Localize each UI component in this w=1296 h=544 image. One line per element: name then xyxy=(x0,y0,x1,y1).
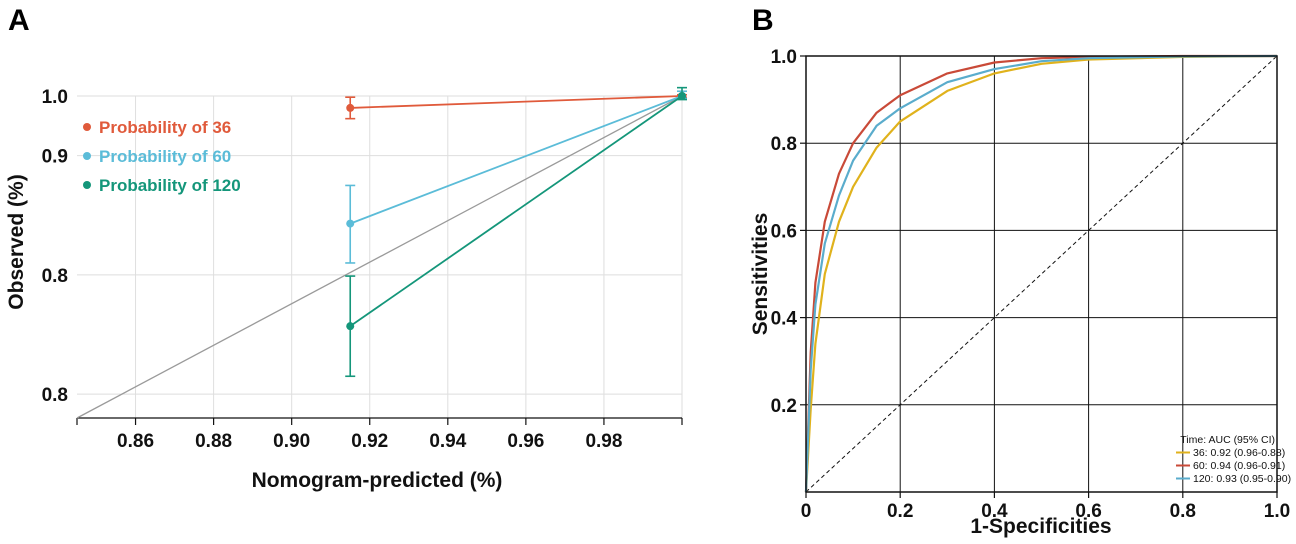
a-reference-line xyxy=(76,95,683,419)
b-x-axis-title: 1-Specificities xyxy=(970,515,1111,538)
a-series-1 xyxy=(345,90,687,264)
b-x-tick-label: 0.6 xyxy=(1075,501,1101,522)
b-x-tick-label: 0.8 xyxy=(1170,501,1196,522)
a-x-tick-label: 0.88 xyxy=(195,431,232,452)
a-grid xyxy=(77,95,683,418)
a-data-point xyxy=(678,92,686,100)
b-roc-curve-2 xyxy=(804,54,1278,493)
b-legend-label: 60: 0.94 (0.96-0.91) xyxy=(1193,460,1285,472)
b-diagonal-reference xyxy=(805,55,1278,493)
a-x-tick-label: 0.90 xyxy=(273,431,310,452)
a-data-point xyxy=(346,219,355,228)
a-x-axis-title: Nomogram-predicted (%) xyxy=(252,469,503,492)
b-series xyxy=(804,54,1278,493)
b-legend-title: Time: AUC (95% CI) xyxy=(1180,434,1275,446)
a-x-tick-label: 0.92 xyxy=(351,431,388,452)
b-x-ticks: 0 0.2 0.4 0.6 0.8 1.0 xyxy=(801,492,1290,522)
roc-plot: 0 0.2 0.4 0.6 0.8 1.0 0.2 0.4 0.6 0.8 1.0 Time: A… xyxy=(749,47,1291,538)
a-legend-marker xyxy=(83,123,91,131)
b-x-tick-label: 0.4 xyxy=(981,501,1008,522)
b-y-tick-label: 0.2 xyxy=(771,396,797,417)
a-series-2 xyxy=(345,86,687,378)
b-x-tick-label: 0 xyxy=(801,501,812,522)
a-data-point xyxy=(346,322,355,331)
b-y-tick-label: 0.4 xyxy=(771,309,798,330)
a-x-tick-label: 0.94 xyxy=(429,431,466,452)
b-legend-label: 120: 0.93 (0.95-0.90) xyxy=(1193,473,1291,485)
a-x-tick-label: 0.98 xyxy=(585,431,622,452)
a-legend-marker xyxy=(83,152,91,160)
b-y-tick-label: 0.6 xyxy=(771,221,797,242)
a-series-line xyxy=(350,95,683,109)
b-y-ticks: 0.2 0.4 0.6 0.8 1.0 xyxy=(771,47,806,417)
a-legend-marker xyxy=(83,181,91,189)
a-data-point xyxy=(346,103,355,112)
b-roc-curve-0 xyxy=(804,54,1278,493)
a-y-ticks: 0.8 0.8 0.9 1.0 xyxy=(42,87,68,406)
b-y-tick-label: 0.8 xyxy=(771,134,797,155)
b-roc-curve-1 xyxy=(804,54,1277,493)
b-legend-label: 36: 0.92 (0.96-0.88) xyxy=(1193,447,1285,459)
panel-label-a: A xyxy=(8,4,30,37)
b-plot-frame xyxy=(805,55,1278,493)
a-y-tick-label: 0.9 xyxy=(42,147,68,168)
a-x-tick-label: 0.96 xyxy=(507,431,544,452)
a-y-tick-label: 1.0 xyxy=(42,87,68,108)
b-x-tick-label: 1.0 xyxy=(1264,501,1290,522)
b-y-axis-title: Sensitivities xyxy=(749,213,772,336)
a-y-axis-title: Observed (%) xyxy=(5,174,28,309)
a-y-tick-label: 0.8 xyxy=(42,266,68,287)
b-legend: Time: AUC (95% CI)36: 0.92 (0.96-0.88)60… xyxy=(1176,434,1291,485)
b-grid xyxy=(805,55,1278,492)
a-series xyxy=(345,86,687,378)
a-x-ticks: 0.86 0.88 0.90 0.92 0.94 0.96 0.98 xyxy=(76,418,683,452)
a-series-line xyxy=(349,95,683,327)
calibration-plot: 0.86 0.88 0.90 0.92 0.94 0.96 0.98 0.8 0.8 0.9 1.… xyxy=(5,86,687,492)
a-series-line xyxy=(349,95,683,225)
a-legend-label: Probability of 36 xyxy=(99,118,231,137)
b-y-tick-label: 1.0 xyxy=(771,47,797,68)
a-legend: Probability of 36 Probability of 60 Probab… xyxy=(83,118,241,195)
a-legend-label: Probability of 60 xyxy=(99,147,231,166)
a-y-tick-label: 0.8 xyxy=(42,385,68,406)
a-legend-label: Probability of 120 xyxy=(99,176,241,195)
b-x-tick-label: 0.2 xyxy=(887,501,913,522)
panel-label-b: B xyxy=(752,4,774,37)
a-x-tick-label: 0.86 xyxy=(117,431,154,452)
